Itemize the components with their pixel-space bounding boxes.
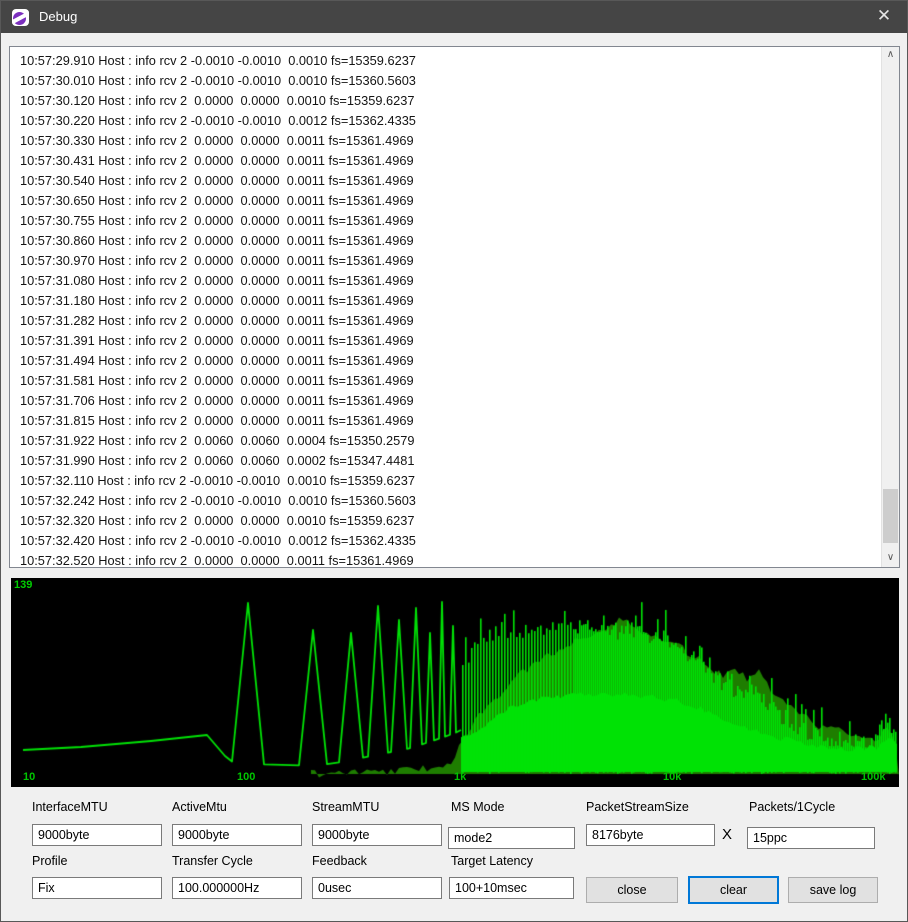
log-line: 10:57:32.110 Host : info rcv 2 -0.0010 -… [20, 473, 415, 488]
field-label-feedback: Feedback [312, 854, 367, 868]
spectrum-axis-tick-label: 10k [663, 771, 682, 783]
spectrum-peak-value: 139 [14, 579, 33, 591]
targetlatency-field[interactable] [449, 877, 574, 899]
profile-field[interactable] [32, 877, 162, 899]
title-bar[interactable]: Debug ✕ [1, 1, 907, 33]
scrollbar-up-arrow-icon[interactable]: ∧ [886, 49, 895, 60]
spectrum-axis-tick-label: 100 [237, 771, 256, 783]
log-scrollbar[interactable]: ∧ ∨ [881, 47, 899, 567]
field-label-packetstreamsize: PacketStreamSize [586, 800, 689, 814]
log-line: 10:57:30.860 Host : info rcv 2 0.0000 0.… [20, 233, 414, 248]
log-lines: 10:57:29.910 Host : info rcv 2 -0.0010 -… [20, 51, 879, 568]
multiply-symbol: X [722, 826, 733, 843]
feedback-field[interactable] [312, 877, 442, 899]
spectrum-axis-tick-label: 1k [454, 771, 467, 783]
log-line: 10:57:31.282 Host : info rcv 2 0.0000 0.… [20, 313, 414, 328]
log-line: 10:57:30.431 Host : info rcv 2 0.0000 0.… [20, 153, 414, 168]
log-line: 10:57:30.010 Host : info rcv 2 -0.0010 -… [20, 73, 416, 88]
log-line: 10:57:31.581 Host : info rcv 2 0.0000 0.… [20, 373, 414, 388]
spectrum-axis-tick-label: 100k [861, 771, 886, 783]
log-line: 10:57:32.520 Host : info rcv 2 0.0000 0.… [20, 553, 414, 568]
close-window-icon[interactable]: ✕ [876, 6, 892, 25]
field-label-transfercycle: Transfer Cycle [172, 854, 253, 868]
log-line: 10:57:31.391 Host : info rcv 2 0.0000 0.… [20, 333, 414, 348]
log-line: 10:57:31.706 Host : info rcv 2 0.0000 0.… [20, 393, 414, 408]
close-button[interactable]: close [586, 877, 678, 903]
spectrum-display [11, 578, 899, 787]
field-label-interfacemtu: InterfaceMTU [32, 800, 108, 814]
log-line: 10:57:31.922 Host : info rcv 2 0.0060 0.… [20, 433, 415, 448]
log-line: 10:57:32.420 Host : info rcv 2 -0.0010 -… [20, 533, 416, 548]
msmode-field[interactable] [448, 827, 575, 849]
transfercycle-field[interactable] [172, 877, 302, 899]
packets1cycle-field[interactable] [747, 827, 875, 849]
save-log-button[interactable]: save log [788, 877, 878, 903]
spectrum-axis-tick-label: 10 [23, 771, 36, 783]
field-label-activemtu: ActiveMtu [172, 800, 227, 814]
log-line: 10:57:30.120 Host : info rcv 2 0.0000 0.… [20, 93, 415, 108]
log-line: 10:57:30.970 Host : info rcv 2 0.0000 0.… [20, 253, 414, 268]
log-line: 10:57:31.180 Host : info rcv 2 0.0000 0.… [20, 293, 414, 308]
spectrum-panel: 139 10 100 1k 10k 100k [11, 578, 899, 787]
activemtu-field[interactable] [172, 824, 302, 846]
interfacemtu-field[interactable] [32, 824, 162, 846]
streammtu-field[interactable] [312, 824, 442, 846]
log-line: 10:57:31.990 Host : info rcv 2 0.0060 0.… [20, 453, 415, 468]
scrollbar-thumb[interactable] [883, 489, 898, 543]
field-label-targetlatency: Target Latency [451, 854, 533, 868]
window-title: Debug [39, 9, 78, 24]
scrollbar-down-arrow-icon[interactable]: ∨ [886, 552, 895, 563]
log-line: 10:57:30.220 Host : info rcv 2 -0.0010 -… [20, 113, 416, 128]
packetstreamsize-field[interactable] [586, 824, 715, 846]
log-line: 10:57:32.242 Host : info rcv 2 -0.0010 -… [20, 493, 416, 508]
field-label-packets1cycle: Packets/1Cycle [749, 800, 836, 814]
log-line: 10:57:31.494 Host : info rcv 2 0.0000 0.… [20, 353, 414, 368]
log-line: 10:57:31.815 Host : info rcv 2 0.0000 0.… [20, 413, 414, 428]
log-line: 10:57:32.320 Host : info rcv 2 0.0000 0.… [20, 513, 415, 528]
log-line: 10:57:30.650 Host : info rcv 2 0.0000 0.… [20, 193, 414, 208]
field-label-streammtu: StreamMTU [312, 800, 380, 814]
clear-button[interactable]: clear [688, 876, 779, 904]
field-label-profile: Profile [32, 854, 68, 868]
log-line: 10:57:30.330 Host : info rcv 2 0.0000 0.… [20, 133, 414, 148]
log-line: 10:57:31.080 Host : info rcv 2 0.0000 0.… [20, 273, 414, 288]
log-line: 10:57:30.755 Host : info rcv 2 0.0000 0.… [20, 213, 414, 228]
debug-log-list[interactable]: 10:57:29.910 Host : info rcv 2 -0.0010 -… [9, 46, 900, 568]
log-line: 10:57:29.910 Host : info rcv 2 -0.0010 -… [20, 53, 416, 68]
app-icon [12, 9, 29, 26]
field-label-msmode: MS Mode [451, 800, 505, 814]
log-line: 10:57:30.540 Host : info rcv 2 0.0000 0.… [20, 173, 414, 188]
